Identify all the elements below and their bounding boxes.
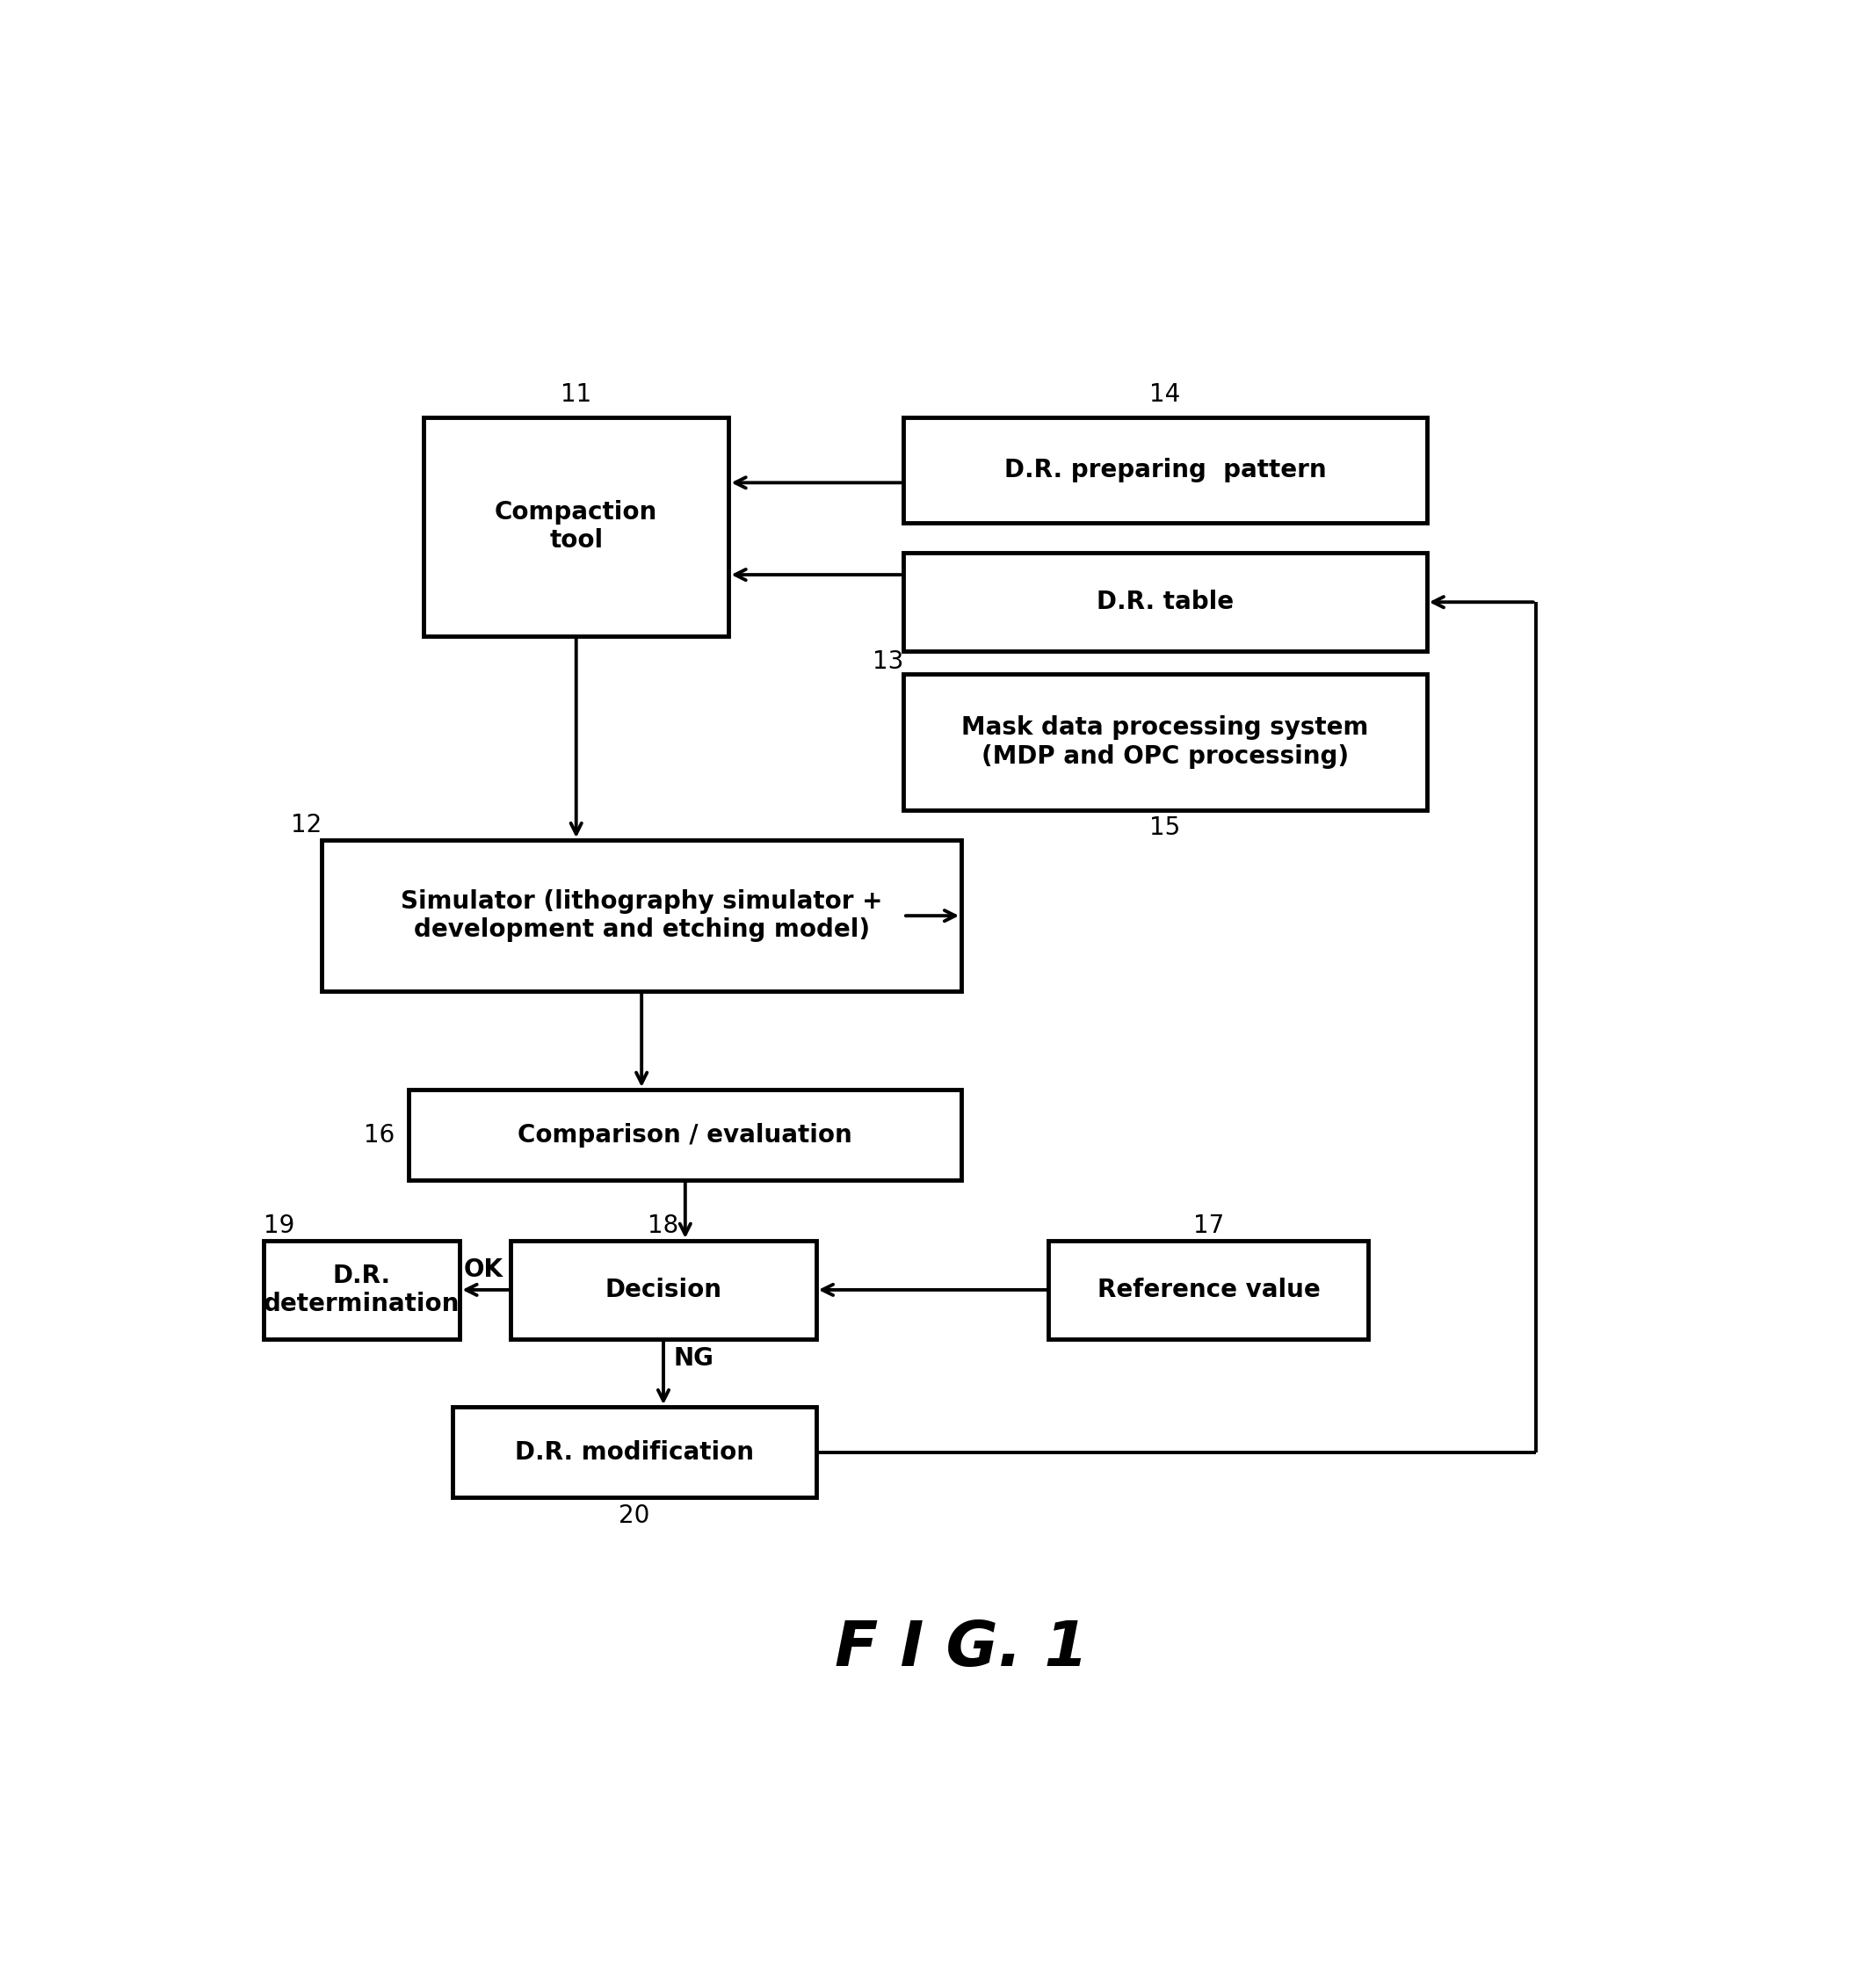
Text: 15: 15	[1150, 817, 1180, 840]
Text: 11: 11	[561, 383, 591, 406]
Text: OK: OK	[463, 1258, 503, 1282]
FancyBboxPatch shape	[452, 1407, 816, 1498]
Text: D.R. table: D.R. table	[1096, 589, 1234, 614]
Text: Decision: Decision	[604, 1278, 722, 1301]
FancyBboxPatch shape	[323, 840, 961, 991]
Text: Compaction
tool: Compaction tool	[495, 501, 658, 554]
FancyBboxPatch shape	[904, 416, 1426, 522]
Text: Simulator (lithography simulator +
development and etching model): Simulator (lithography simulator + devel…	[401, 889, 882, 942]
Text: 17: 17	[1193, 1213, 1225, 1239]
Text: 13: 13	[872, 650, 904, 673]
Text: 18: 18	[647, 1213, 679, 1239]
FancyBboxPatch shape	[510, 1241, 816, 1339]
Text: Reference value: Reference value	[1097, 1278, 1321, 1301]
Text: 14: 14	[1150, 383, 1180, 406]
Text: 20: 20	[619, 1504, 649, 1527]
Text: 12: 12	[291, 813, 323, 838]
FancyBboxPatch shape	[424, 416, 728, 636]
Text: D.R. modification: D.R. modification	[514, 1441, 754, 1464]
FancyBboxPatch shape	[409, 1089, 961, 1180]
Text: F I G. 1: F I G. 1	[835, 1619, 1088, 1678]
Text: Mask data processing system
(MDP and OPC processing): Mask data processing system (MDP and OPC…	[961, 715, 1369, 768]
Text: D.R. preparing  pattern: D.R. preparing pattern	[1004, 457, 1326, 483]
Text: Comparison / evaluation: Comparison / evaluation	[518, 1123, 852, 1146]
FancyBboxPatch shape	[904, 673, 1426, 811]
Text: NG: NG	[673, 1347, 715, 1370]
FancyBboxPatch shape	[904, 554, 1426, 652]
Text: 16: 16	[364, 1123, 394, 1146]
Text: 19: 19	[263, 1213, 295, 1239]
Text: D.R.
determination: D.R. determination	[263, 1264, 460, 1317]
FancyBboxPatch shape	[1049, 1241, 1369, 1339]
FancyBboxPatch shape	[263, 1241, 460, 1339]
